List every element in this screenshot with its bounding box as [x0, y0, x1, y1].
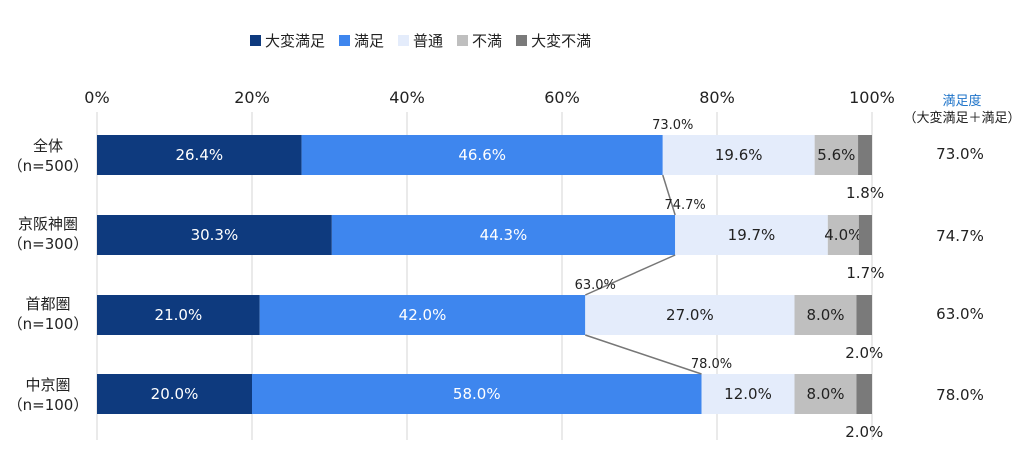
legend-item: 普通 [398, 30, 443, 51]
legend-label: 不満 [472, 32, 503, 50]
category-n: （n=100） [7, 396, 89, 414]
data-label: 8.0% [806, 306, 844, 324]
connector-line [662, 174, 676, 216]
category-label: 首都圏 （n=100） [0, 294, 96, 334]
satisfaction-header-title: 満足度 [942, 94, 982, 109]
data-label: 46.6% [458, 146, 506, 164]
legend: 大変満足 満足 普通 不満 大変不満 [250, 30, 591, 51]
bar-segment [856, 295, 872, 335]
data-label: 44.3% [480, 226, 528, 244]
bar-segment [675, 215, 828, 255]
category-label: 中京圏 （n=100） [0, 375, 96, 415]
bar-segment [858, 215, 872, 255]
satisfaction-value: 63.0% [936, 305, 984, 323]
data-label: 27.0% [666, 306, 714, 324]
bar-segment [301, 135, 663, 175]
legend-item: 満足 [339, 30, 384, 51]
data-label: 19.6% [715, 146, 763, 164]
data-label: 2.0% [845, 423, 883, 441]
bar-segment [97, 135, 302, 175]
legend-swatch [516, 35, 528, 46]
legend-item: 大変不満 [516, 30, 591, 51]
bar-segment [856, 374, 872, 414]
cumulative-label: 73.0% [652, 118, 693, 133]
bar-segment [814, 135, 859, 175]
bar-segment [827, 215, 859, 255]
bar-segment [97, 215, 332, 255]
data-label: 42.0% [399, 306, 447, 324]
x-tick-label: 100% [849, 88, 895, 107]
cumulative-label: 78.0% [691, 357, 732, 372]
data-label: 5.6% [817, 146, 855, 164]
legend-swatch [339, 35, 351, 46]
data-label: 21.0% [155, 306, 203, 324]
legend-label: 大変不満 [531, 32, 592, 50]
bar-segment [252, 374, 702, 414]
connector-line [585, 334, 702, 375]
x-tick-label: 80% [699, 88, 735, 107]
data-label: 26.4% [175, 146, 223, 164]
category-label: 全体 （n=500） [0, 136, 96, 176]
legend-swatch [398, 35, 410, 46]
data-label: 30.3% [191, 226, 239, 244]
cumulative-label: 63.0% [575, 278, 616, 293]
x-tick-label: 40% [389, 88, 425, 107]
satisfaction-value: 78.0% [936, 386, 984, 404]
connector-line [584, 254, 676, 296]
legend-label: 普通 [413, 32, 444, 50]
bar-segment [259, 295, 586, 335]
legend-swatch [250, 35, 261, 46]
bar-segment [794, 374, 857, 414]
legend-label: 大変満足 [265, 32, 326, 50]
category-n: （n=300） [7, 235, 89, 253]
satisfaction-value: 73.0% [936, 145, 984, 163]
x-tick-label: 20% [234, 88, 270, 107]
bar-segment [662, 135, 815, 175]
satisfaction-header: 満足度 （大変満足＋満足） [900, 93, 1024, 127]
x-tick-label: 0% [84, 88, 109, 107]
data-label: 12.0% [724, 385, 772, 403]
data-label: 19.7% [728, 226, 776, 244]
data-label: 8.0% [806, 385, 844, 403]
category-label: 京阪神圏 （n=300） [0, 214, 96, 254]
bar-segment [858, 135, 872, 175]
data-label: 58.0% [453, 385, 501, 403]
legend-label: 満足 [354, 32, 385, 50]
legend-item: 大変満足 [250, 30, 325, 51]
satisfaction-value: 74.7% [936, 227, 984, 245]
category-n: （n=100） [7, 315, 89, 333]
bar-segment [331, 215, 676, 255]
data-label: 2.0% [845, 344, 883, 362]
data-label: 20.0% [151, 385, 199, 403]
category-n: （n=500） [7, 157, 89, 175]
cumulative-label: 74.7% [664, 198, 705, 213]
bar-segment [794, 295, 857, 335]
legend-swatch [457, 35, 469, 46]
bar-segment [97, 374, 252, 414]
bar-segment [701, 374, 795, 414]
data-label: 4.0% [824, 226, 862, 244]
legend-item: 不満 [457, 30, 502, 51]
data-label: 1.8% [846, 184, 884, 202]
x-tick-label: 60% [544, 88, 580, 107]
category-name: 中京圏 [25, 376, 71, 394]
category-name: 京阪神圏 [17, 215, 78, 233]
satisfaction-header-subtitle: （大変満足＋満足） [903, 111, 1021, 126]
bar-segment [585, 295, 795, 335]
bar-segment [97, 295, 260, 335]
category-name: 首都圏 [25, 295, 71, 313]
data-label: 1.7% [846, 264, 884, 282]
category-name: 全体 [32, 137, 63, 155]
